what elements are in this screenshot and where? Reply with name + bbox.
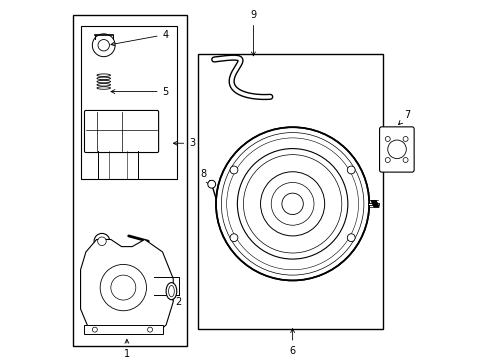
Circle shape bbox=[385, 158, 389, 162]
FancyBboxPatch shape bbox=[379, 127, 413, 172]
Circle shape bbox=[98, 237, 106, 246]
Text: 7: 7 bbox=[398, 111, 410, 125]
Text: 9: 9 bbox=[250, 10, 256, 56]
Circle shape bbox=[346, 166, 354, 174]
Circle shape bbox=[229, 234, 237, 242]
Circle shape bbox=[207, 180, 215, 188]
Circle shape bbox=[260, 172, 324, 236]
Text: 4: 4 bbox=[111, 30, 168, 46]
Text: 1: 1 bbox=[123, 339, 130, 359]
Circle shape bbox=[98, 40, 109, 51]
Circle shape bbox=[282, 193, 303, 215]
Circle shape bbox=[346, 234, 354, 242]
Circle shape bbox=[92, 327, 97, 332]
Ellipse shape bbox=[168, 285, 174, 297]
Circle shape bbox=[237, 149, 347, 259]
Bar bbox=[81, 26, 177, 179]
Bar bbox=[84, 325, 162, 334]
Circle shape bbox=[216, 127, 368, 280]
Text: 3: 3 bbox=[173, 138, 195, 148]
Text: 6: 6 bbox=[289, 329, 295, 356]
Text: 8: 8 bbox=[200, 168, 209, 185]
Bar bbox=[73, 15, 187, 346]
Circle shape bbox=[402, 158, 407, 162]
Circle shape bbox=[92, 34, 115, 57]
Circle shape bbox=[94, 233, 110, 249]
Circle shape bbox=[385, 136, 389, 141]
Ellipse shape bbox=[166, 283, 177, 300]
Circle shape bbox=[229, 166, 237, 174]
Text: 5: 5 bbox=[111, 86, 168, 96]
Polygon shape bbox=[81, 239, 173, 334]
FancyBboxPatch shape bbox=[84, 111, 158, 153]
Circle shape bbox=[147, 327, 152, 332]
Text: 2: 2 bbox=[170, 296, 182, 307]
Bar bbox=[198, 54, 383, 329]
Circle shape bbox=[402, 136, 407, 141]
